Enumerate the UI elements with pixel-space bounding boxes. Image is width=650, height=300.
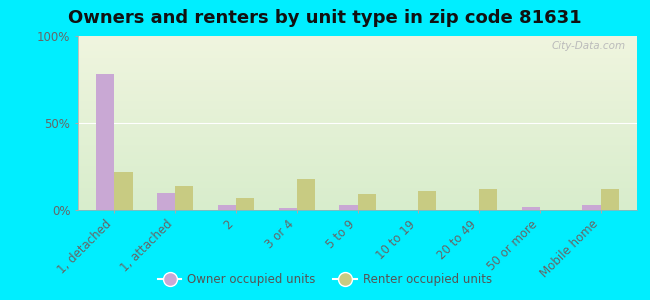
Text: Owners and renters by unit type in zip code 81631: Owners and renters by unit type in zip c…: [68, 9, 582, 27]
Bar: [418, 191, 437, 210]
Bar: [236, 198, 254, 210]
Bar: [582, 205, 601, 210]
Bar: [176, 186, 194, 210]
Text: City-Data.com: City-Data.com: [552, 41, 626, 51]
Bar: [297, 179, 315, 210]
Bar: [96, 74, 114, 210]
Bar: [479, 189, 497, 210]
Bar: [114, 172, 133, 210]
Bar: [521, 206, 540, 210]
Bar: [358, 194, 376, 210]
Bar: [157, 193, 176, 210]
Bar: [601, 189, 619, 210]
Bar: [278, 208, 297, 210]
Legend: Owner occupied units, Renter occupied units: Owner occupied units, Renter occupied un…: [153, 269, 497, 291]
Bar: [218, 205, 236, 210]
Bar: [339, 205, 358, 210]
